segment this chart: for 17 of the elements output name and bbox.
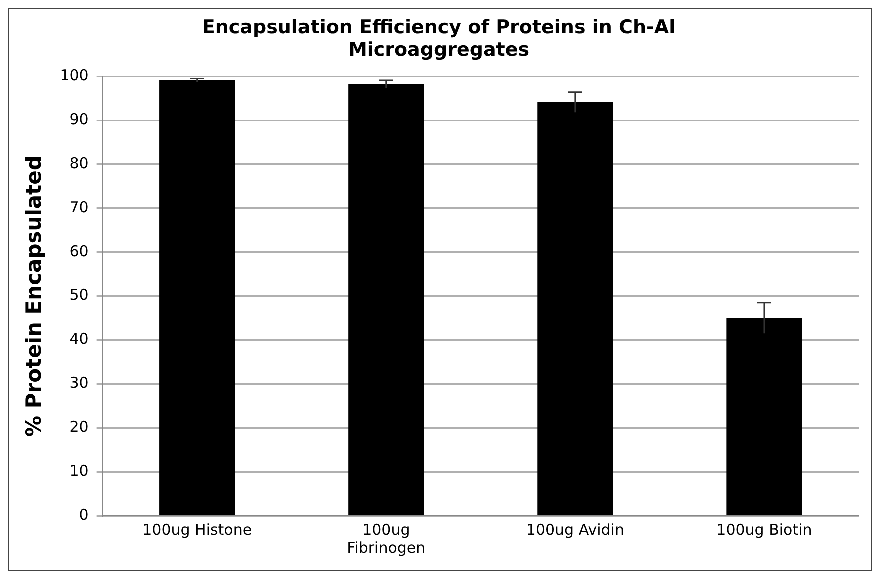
y-tick-label: 10: [70, 462, 89, 480]
y-tick-label: 100: [60, 66, 89, 84]
y-tick-label: 60: [70, 242, 89, 260]
x-tick-label: 100ug Histone: [142, 520, 252, 539]
y-tick-label: 20: [70, 418, 89, 436]
y-tick-label: 90: [70, 110, 89, 128]
x-tick-label: 100ug Biotin: [716, 520, 812, 539]
y-tick-label: 30: [70, 374, 89, 392]
y-tick-label: 0: [79, 506, 89, 524]
y-axis-title: % Protein Encapsulated: [22, 156, 46, 437]
x-tick-label: 100ug Avidin: [526, 520, 624, 539]
y-tick-label: 50: [70, 286, 89, 304]
y-tick-label: 70: [70, 198, 89, 216]
x-tick-label: 100ug Fibrinogen: [347, 520, 426, 557]
chart-title: Encapsulation Efficiency of Proteins in Ch-Al Microaggregates: [202, 16, 676, 62]
y-tick-label: 80: [70, 154, 89, 172]
y-tick-label: 40: [70, 330, 89, 348]
